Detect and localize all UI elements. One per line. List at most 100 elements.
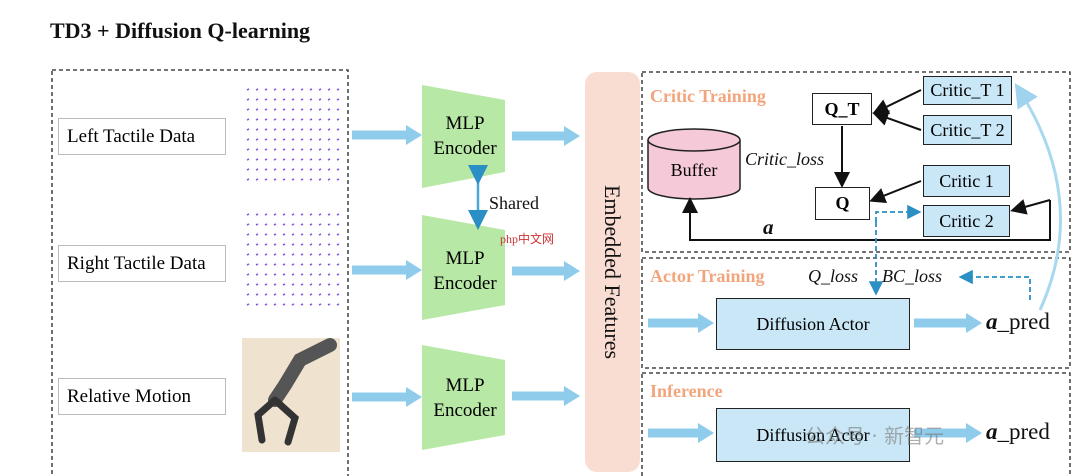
tactile-dot	[255, 138, 259, 141]
tactile-dot	[327, 283, 331, 286]
tactile-dot	[246, 283, 250, 286]
tactile-dot	[318, 283, 322, 286]
tactile-dot	[273, 273, 277, 276]
tactile-dot	[291, 213, 295, 216]
tactile-dot	[264, 253, 268, 256]
tactile-dot	[300, 243, 304, 246]
tactile-dot	[336, 118, 340, 121]
tactile-dot	[282, 253, 286, 256]
tactile-dot	[246, 88, 250, 91]
tactile-dot	[318, 303, 322, 306]
tactile-dot	[318, 138, 322, 141]
tactile-dot	[282, 108, 286, 111]
tactile-dot	[309, 283, 313, 286]
tactile-dot	[300, 108, 304, 111]
loss-label: Critic_loss	[745, 149, 825, 169]
tactile-dot	[264, 108, 268, 111]
tactile-dot	[264, 118, 268, 121]
tactile-dot	[309, 263, 313, 266]
tactile-dot	[327, 178, 331, 181]
tactile-dot	[336, 158, 340, 161]
tactile-dot	[282, 88, 286, 91]
tactile-dot	[273, 253, 277, 256]
tactile-dot	[264, 98, 268, 101]
tactile-dot	[273, 303, 277, 306]
tactile-dot	[336, 253, 340, 256]
tactile-dot	[309, 213, 313, 216]
buffer-label: Buffer	[670, 159, 718, 180]
tactile-dot	[300, 98, 304, 101]
tactile-dot	[336, 233, 340, 236]
embedded-label: Embedded Features	[600, 184, 625, 360]
tactile-dot	[246, 138, 250, 141]
tactile-dot	[246, 168, 250, 171]
tactile-dot	[264, 303, 268, 306]
tactile-dot	[300, 273, 304, 276]
flow-arrowheads	[406, 125, 982, 443]
tactile-dot	[291, 303, 295, 306]
tactile-dot	[309, 303, 313, 306]
encoder-label: MLP Encoder	[433, 375, 497, 421]
tactile-dot	[318, 273, 322, 276]
tactile-dot	[273, 293, 277, 296]
tactile-dot	[273, 128, 277, 131]
tactile-dot	[273, 88, 277, 91]
tactile-dot	[246, 223, 250, 226]
tactile-dot	[291, 98, 295, 101]
tactile-dot	[309, 118, 313, 121]
input-box: Relative Motion	[58, 378, 226, 415]
tactile-dot	[300, 168, 304, 171]
tactile-dot	[318, 98, 322, 101]
tactile-dot	[291, 263, 295, 266]
tactile-dot	[246, 253, 250, 256]
tactile-dot	[300, 213, 304, 216]
tactile-dot	[255, 253, 259, 256]
section-label: Inference	[650, 381, 723, 401]
input-box: Left Tactile Data	[58, 118, 226, 155]
tactile-dot	[327, 108, 331, 111]
tactile-dot	[300, 138, 304, 141]
tactile-dot	[291, 118, 295, 121]
tactile-dot	[327, 213, 331, 216]
tactile-dot	[300, 223, 304, 226]
tactile-dot	[336, 88, 340, 91]
tactile-dot	[246, 233, 250, 236]
loss-label: BC_loss	[882, 266, 943, 286]
tactile-dot	[273, 243, 277, 246]
tactile-dot	[264, 178, 268, 181]
tactile-dot	[309, 253, 313, 256]
tactile-dot	[273, 283, 277, 286]
critic-box: Critic 1	[923, 165, 1010, 197]
tactile-dot	[273, 213, 277, 216]
tactile-dot	[291, 233, 295, 236]
dashed-frames	[51, 69, 1071, 476]
tactile-dot	[336, 223, 340, 226]
tactile-dot	[291, 108, 295, 111]
tactile-dot	[300, 88, 304, 91]
tactile-dot	[255, 178, 259, 181]
encoder-label: MLP Encoder	[433, 248, 497, 294]
q-box: Q	[815, 187, 870, 220]
section-label: Critic Training	[650, 86, 766, 106]
tactile-dot	[309, 223, 313, 226]
tactile-dot	[309, 148, 313, 151]
tactile-dot	[282, 178, 286, 181]
tactile-dot	[327, 168, 331, 171]
tactile-dot	[327, 148, 331, 151]
tactile-dot	[318, 148, 322, 151]
tactile-dot	[255, 128, 259, 131]
tactile-dot	[327, 273, 331, 276]
tactile-dot	[291, 138, 295, 141]
tactile-dot	[264, 283, 268, 286]
tactile-dot	[327, 293, 331, 296]
buffer-cylinder	[647, 128, 741, 200]
tactile-dot	[273, 178, 277, 181]
tactile-dot	[273, 168, 277, 171]
tactile-dot	[255, 148, 259, 151]
tactile-dot	[300, 263, 304, 266]
output-symbol: a	[986, 309, 998, 334]
encoders	[422, 85, 505, 450]
tactile-dot	[309, 88, 313, 91]
flow-arrows	[352, 130, 968, 438]
